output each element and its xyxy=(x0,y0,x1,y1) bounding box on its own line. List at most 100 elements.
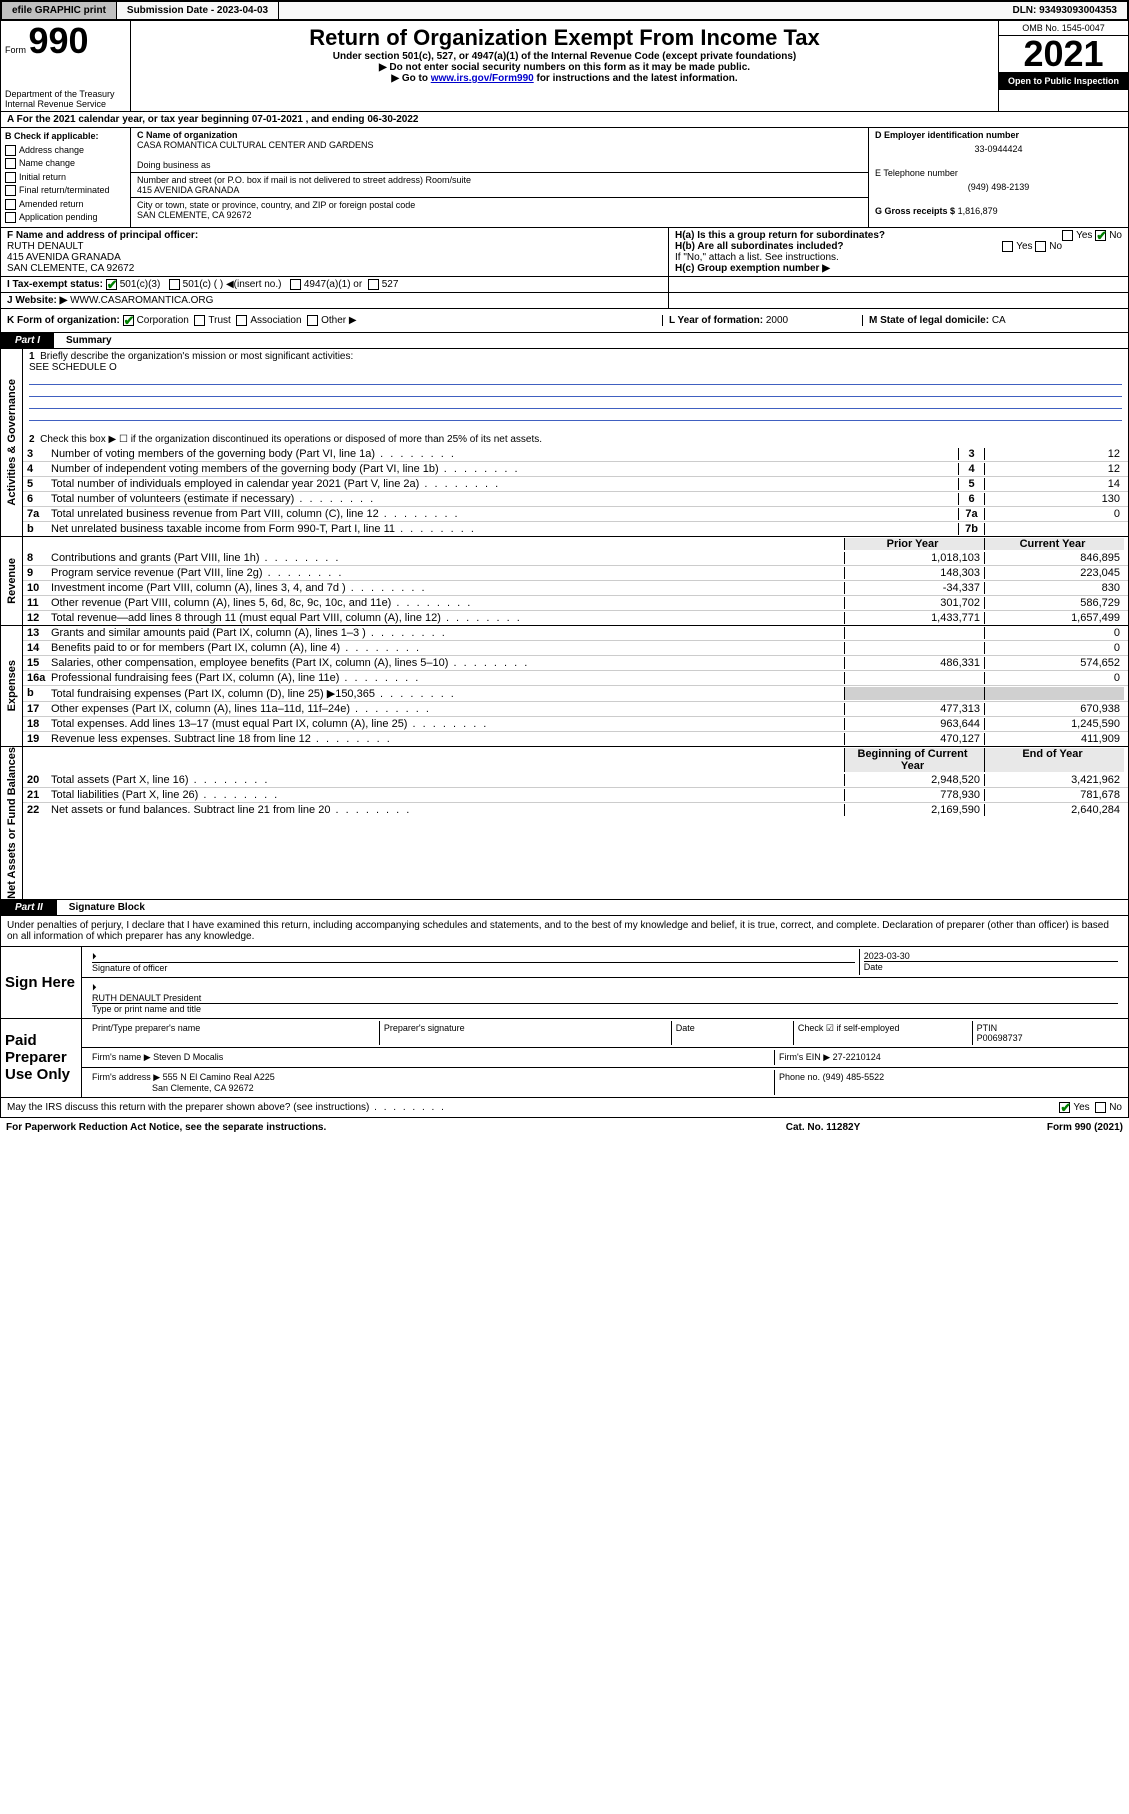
table-row: 22Net assets or fund balances. Subtract … xyxy=(23,802,1128,817)
website: WWW.CASAROMANTICA.ORG xyxy=(70,295,213,306)
discuss-row: May the IRS discuss this return with the… xyxy=(0,1098,1129,1118)
table-row: 4Number of independent voting members of… xyxy=(23,461,1128,476)
top-bar: efile GRAPHIC print Submission Date - 20… xyxy=(0,0,1129,21)
tax-year: 2021 xyxy=(999,36,1128,72)
col-current-year: Current Year xyxy=(984,538,1124,550)
form-ref: Form 990 (2021) xyxy=(923,1122,1123,1133)
col-beginning-year: Beginning of Current Year xyxy=(844,748,984,772)
table-row: 19Revenue less expenses. Subtract line 1… xyxy=(23,731,1128,746)
net-assets-block: Net Assets or Fund Balances Beginning of… xyxy=(0,747,1129,900)
part1-title: Summary xyxy=(54,335,112,346)
officer-addr2: SAN CLEMENTE, CA 92672 xyxy=(7,263,662,274)
form-number: 990 xyxy=(29,23,89,59)
submission-date: Submission Date - 2023-04-03 xyxy=(117,2,279,19)
org-name: CASA ROMANTICA CULTURAL CENTER AND GARDE… xyxy=(137,140,862,150)
form-header: Form 990 Department of the Treasury Inte… xyxy=(0,21,1129,112)
cat-no: Cat. No. 11282Y xyxy=(723,1122,923,1133)
street-address: 415 AVENIDA GRANADA xyxy=(137,185,862,195)
table-row: 15Salaries, other compensation, employee… xyxy=(23,655,1128,670)
vtab-governance: Activities & Governance xyxy=(6,379,18,506)
vtab-net-assets: Net Assets or Fund Balances xyxy=(6,747,18,899)
table-row: 21Total liabilities (Part X, line 26)778… xyxy=(23,787,1128,802)
table-row: 5Total number of individuals employed in… xyxy=(23,476,1128,491)
dba-label: Doing business as xyxy=(137,160,862,170)
part2-tab: Part II xyxy=(1,900,57,915)
table-row: 14Benefits paid to or for members (Part … xyxy=(23,640,1128,655)
table-row: 16aProfessional fundraising fees (Part I… xyxy=(23,670,1128,685)
governance-block: Activities & Governance 1 Briefly descri… xyxy=(0,349,1129,537)
d-label: D Employer identification number xyxy=(875,130,1122,140)
part2-header: Part II Signature Block xyxy=(0,900,1129,916)
revenue-block: Revenue Prior Year Current Year 8Contrib… xyxy=(0,537,1129,626)
hb-subordinates: H(b) Are all subordinates included? Yes … xyxy=(675,241,1122,252)
perjury-statement: Under penalties of perjury, I declare th… xyxy=(0,916,1129,947)
table-row: 3Number of voting members of the governi… xyxy=(23,447,1128,461)
firm-ein: 27-2210124 xyxy=(833,1052,881,1062)
table-row: 17Other expenses (Part IX, column (A), l… xyxy=(23,701,1128,716)
table-row: 9Program service revenue (Part VIII, lin… xyxy=(23,565,1128,580)
part1-tab: Part I xyxy=(1,333,54,348)
table-row: 8Contributions and grants (Part VIII, li… xyxy=(23,551,1128,565)
dept-label: Department of the Treasury Internal Reve… xyxy=(5,89,126,109)
officer-addr1: 415 AVENIDA GRANADA xyxy=(7,252,662,263)
ha-group-return: H(a) Is this a group return for subordin… xyxy=(675,230,1122,241)
section-f-h: F Name and address of principal officer:… xyxy=(0,228,1129,277)
vtab-revenue: Revenue xyxy=(6,558,18,604)
part1-header: Part I Summary xyxy=(0,333,1129,349)
preparer-block: Paid Preparer Use Only Print/Type prepar… xyxy=(0,1019,1129,1098)
col-prior-year: Prior Year xyxy=(844,538,984,550)
section-j: J Website: ▶ WWW.CASAROMANTICA.ORG xyxy=(0,293,1129,309)
ein: 33-0944424 xyxy=(875,140,1122,158)
form-subtitle: Under section 501(c), 527, or 4947(a)(1)… xyxy=(135,51,994,62)
table-row: 18Total expenses. Add lines 13–17 (must … xyxy=(23,716,1128,731)
firm-address: 555 N El Camino Real A225 xyxy=(163,1072,275,1082)
note-link: ▶ Go to www.irs.gov/Form990 for instruct… xyxy=(135,73,994,84)
col-end-year: End of Year xyxy=(984,748,1124,772)
city-label: City or town, state or province, country… xyxy=(137,200,862,210)
hb-note: If "No," attach a list. See instructions… xyxy=(675,252,1122,263)
row-a-period: A For the 2021 calendar year, or tax yea… xyxy=(0,112,1129,128)
c-label: C Name of organization xyxy=(137,130,862,140)
table-row: 11Other revenue (Part VIII, column (A), … xyxy=(23,595,1128,610)
firm-phone: (949) 485-5522 xyxy=(823,1072,885,1082)
footer: For Paperwork Reduction Act Notice, see … xyxy=(0,1118,1129,1137)
table-row: 13Grants and similar amounts paid (Part … xyxy=(23,626,1128,640)
addr-label: Number and street (or P.O. box if mail i… xyxy=(137,175,862,185)
city-state-zip: SAN CLEMENTE, CA 92672 xyxy=(137,210,862,220)
paperwork-notice: For Paperwork Reduction Act Notice, see … xyxy=(6,1122,723,1133)
f-label: F Name and address of principal officer: xyxy=(7,230,662,241)
table-row: bTotal fundraising expenses (Part IX, co… xyxy=(23,685,1128,701)
table-row: 6Total number of volunteers (estimate if… xyxy=(23,491,1128,506)
dln: DLN: 93493093004353 xyxy=(1002,2,1127,19)
preparer-label: Paid Preparer Use Only xyxy=(1,1019,81,1097)
telephone: (949) 498-2139 xyxy=(875,178,1122,196)
section-b-c-d: B Check if applicable: Address changeNam… xyxy=(0,128,1129,228)
expenses-block: Expenses 13Grants and similar amounts pa… xyxy=(0,626,1129,747)
checkboxes-b: Address changeName changeInitial returnF… xyxy=(5,144,126,225)
section-k-l-m: K Form of organization: Corporation Trus… xyxy=(0,309,1129,333)
officer-signature-name: RUTH DENAULT President xyxy=(92,993,1118,1004)
section-b-label: B Check if applicable: xyxy=(5,130,126,144)
ptin: P00698737 xyxy=(977,1033,1023,1043)
table-row: 10Investment income (Part VIII, column (… xyxy=(23,580,1128,595)
firm-name: Steven D Mocalis xyxy=(153,1052,223,1062)
efile-button[interactable]: efile GRAPHIC print xyxy=(2,2,117,19)
table-row: 20Total assets (Part X, line 16)2,948,52… xyxy=(23,773,1128,787)
section-i: I Tax-exempt status: 501(c)(3) 501(c) ( … xyxy=(0,277,1129,293)
e-label: E Telephone number xyxy=(875,168,1122,178)
part2-title: Signature Block xyxy=(57,902,145,913)
mission-text: SEE SCHEDULE O xyxy=(29,362,117,373)
sign-here-label: Sign Here xyxy=(1,947,81,1018)
form-label: Form xyxy=(5,45,26,55)
form-title: Return of Organization Exempt From Incom… xyxy=(135,25,994,51)
g-gross-receipts: G Gross receipts $ 1,816,879 xyxy=(875,206,1122,216)
year-formation: 2000 xyxy=(766,315,788,326)
hc-exemption: H(c) Group exemption number ▶ xyxy=(675,263,1122,274)
table-row: 12Total revenue—add lines 8 through 11 (… xyxy=(23,610,1128,625)
irs-link[interactable]: www.irs.gov/Form990 xyxy=(431,73,534,84)
sign-here-block: Sign Here ⏵Signature of officer 2023-03-… xyxy=(0,947,1129,1019)
officer-name: RUTH DENAULT xyxy=(7,241,662,252)
note-ssn: ▶ Do not enter social security numbers o… xyxy=(135,62,994,73)
open-inspection: Open to Public Inspection xyxy=(999,72,1128,90)
table-row: 7aTotal unrelated business revenue from … xyxy=(23,506,1128,521)
